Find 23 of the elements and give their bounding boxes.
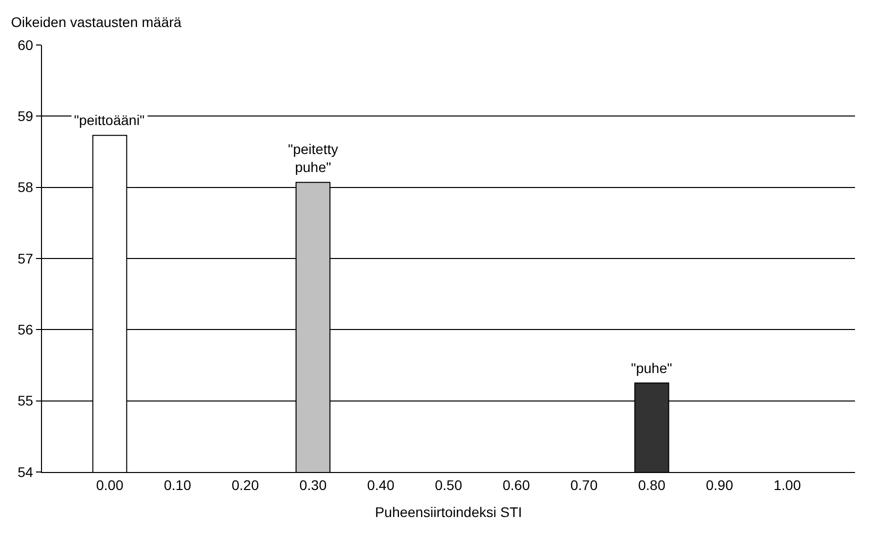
x-tick-label: 0.20 [232, 476, 260, 493]
annotation: "peitetty puhe" [288, 141, 338, 176]
y-tick-label: 54 [18, 464, 34, 480]
annotation: "puhe" [631, 360, 672, 376]
x-tick-label: 0.10 [164, 476, 192, 493]
x-tick-label: 0.40 [367, 476, 395, 493]
y-tick-label: 58 [18, 179, 34, 196]
y-tick-label: 60 [18, 36, 34, 53]
x-tick-label: 0.80 [638, 476, 666, 493]
x-tick-label: 0.90 [706, 476, 734, 493]
x-tick-label: 0.60 [502, 476, 530, 493]
y-tick-label: 56 [18, 322, 34, 338]
x-tick-label: 0.00 [96, 476, 124, 493]
y-axis-title: Oikeiden vastausten määrä [11, 14, 182, 30]
x-tick-label: 0.30 [299, 476, 327, 493]
y-tick-label: 57 [18, 250, 34, 266]
x-axis-title: Puheensiirtoindeksi STI [374, 504, 522, 520]
x-tick-label: 0.70 [570, 476, 598, 493]
y-tick-label: 59 [18, 108, 34, 124]
y-tick-label: 55 [18, 392, 34, 409]
annotation: "peittoääni" [74, 112, 145, 128]
x-tick-label: 0.50 [434, 476, 462, 493]
x-tick-label: 1.00 [774, 476, 802, 493]
